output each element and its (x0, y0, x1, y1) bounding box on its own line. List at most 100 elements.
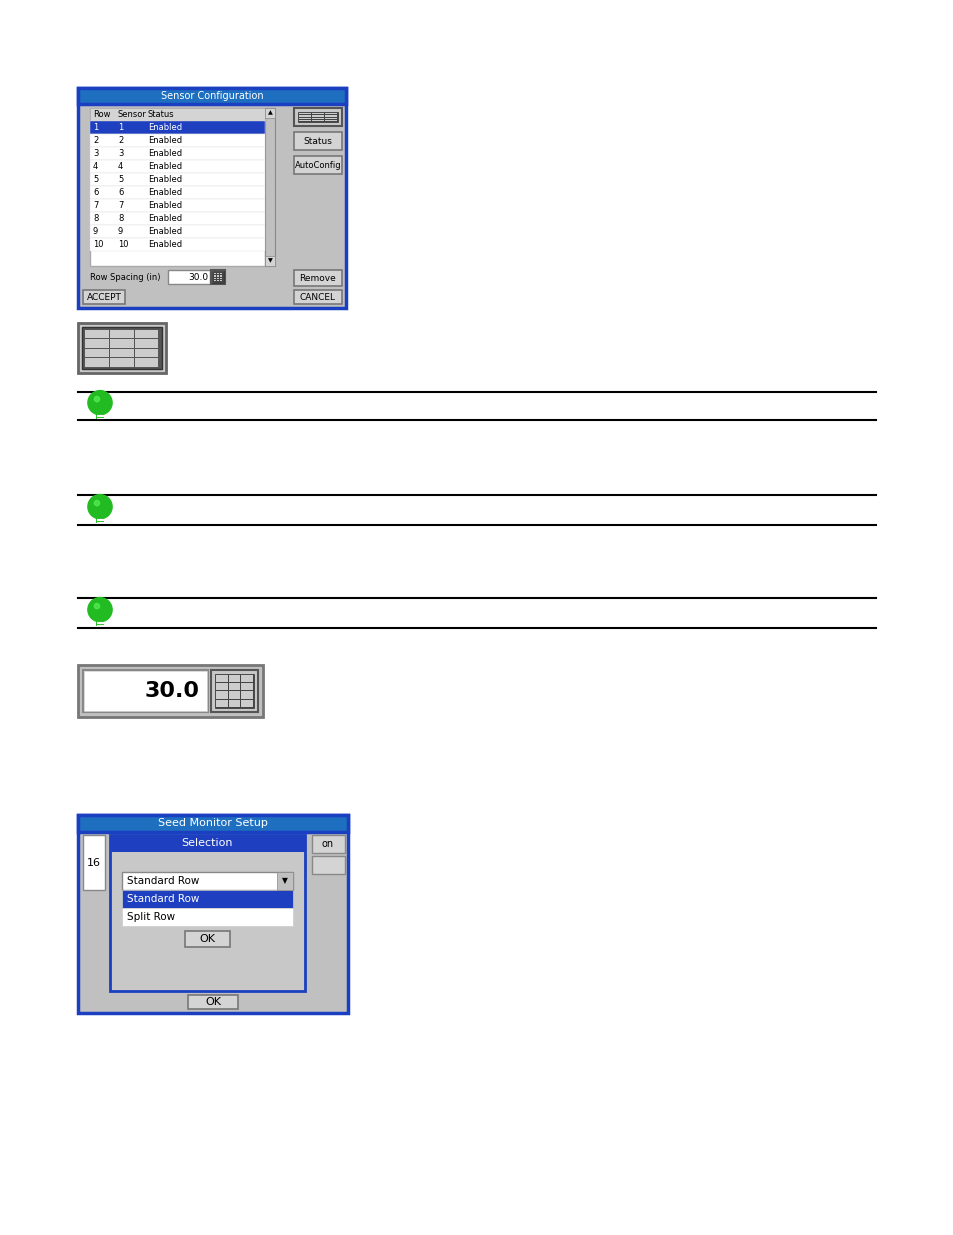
Text: 1: 1 (92, 124, 98, 132)
Bar (95, 621, 104, 624)
Text: OK: OK (199, 934, 215, 944)
Bar (90, 121, 265, 135)
Text: Seed Monitor Setup: Seed Monitor Setup (158, 819, 268, 829)
Bar (312, 856, 345, 874)
Bar (90, 147, 265, 161)
Text: 7: 7 (118, 201, 123, 210)
Text: Enabled: Enabled (148, 149, 182, 158)
Text: 5: 5 (118, 175, 123, 184)
Bar (134, 358, 158, 367)
Bar (95, 519, 104, 520)
Circle shape (94, 396, 99, 401)
Text: ▲: ▲ (268, 110, 273, 116)
Bar (213, 273, 215, 274)
Text: AutoConfig: AutoConfig (294, 161, 341, 169)
Text: Enabled: Enabled (148, 188, 182, 198)
Bar (83, 671, 208, 713)
Bar (86, 358, 109, 367)
Bar (312, 835, 345, 853)
Bar (168, 270, 210, 284)
Text: 9: 9 (92, 227, 98, 236)
Bar (185, 931, 230, 947)
Bar (220, 278, 222, 279)
Bar (86, 338, 109, 347)
Bar (213, 278, 215, 279)
Circle shape (94, 604, 99, 609)
Text: 9: 9 (118, 227, 123, 236)
Text: 4: 4 (92, 162, 98, 170)
Text: Enabled: Enabled (148, 124, 182, 132)
Text: 1: 1 (118, 124, 123, 132)
Text: 10: 10 (118, 240, 129, 249)
Bar (211, 270, 225, 284)
Bar (216, 275, 219, 277)
Bar (229, 699, 240, 706)
Bar (110, 835, 305, 990)
Bar (241, 699, 253, 706)
Text: Split Row: Split Row (127, 911, 175, 923)
Text: ACCEPT: ACCEPT (87, 293, 121, 301)
Bar (90, 199, 265, 212)
Bar (216, 280, 219, 282)
Text: 2: 2 (118, 136, 123, 144)
Bar (95, 625, 104, 626)
Bar (216, 683, 228, 690)
Bar (78, 815, 348, 832)
Text: 30.0: 30.0 (188, 273, 208, 282)
Bar (229, 683, 240, 690)
Bar (265, 107, 274, 266)
Bar (95, 520, 104, 521)
Text: 10: 10 (92, 240, 103, 249)
Bar (110, 338, 133, 347)
Bar (90, 173, 265, 186)
Text: Enabled: Enabled (148, 214, 182, 224)
Bar (95, 416, 104, 417)
Text: 16: 16 (87, 858, 101, 868)
Text: 30.0: 30.0 (145, 680, 200, 701)
Bar (84, 671, 207, 711)
Bar (134, 338, 158, 347)
Text: ▼: ▼ (268, 258, 273, 263)
Text: OK: OK (205, 997, 221, 1007)
Text: Selection: Selection (182, 839, 233, 848)
Bar (78, 815, 348, 1013)
Bar (212, 272, 224, 283)
Text: 8: 8 (92, 214, 98, 224)
Bar (90, 107, 265, 266)
Bar (90, 161, 265, 173)
Bar (297, 112, 337, 122)
Bar (211, 671, 257, 713)
Text: ▼: ▼ (282, 877, 288, 885)
Text: 3: 3 (92, 149, 98, 158)
Circle shape (88, 598, 112, 621)
Bar (95, 521, 104, 522)
Bar (110, 835, 305, 852)
Bar (83, 290, 125, 304)
Bar (90, 186, 265, 199)
Bar (95, 415, 104, 416)
Bar (188, 995, 237, 1009)
Bar (229, 692, 240, 699)
Bar (90, 212, 265, 225)
Bar (241, 692, 253, 699)
Circle shape (94, 500, 99, 505)
Bar (110, 348, 133, 357)
Bar (216, 273, 219, 274)
Text: 4: 4 (118, 162, 123, 170)
Text: Sensor: Sensor (118, 110, 147, 119)
Text: Standard Row: Standard Row (127, 876, 199, 885)
Bar (220, 280, 222, 282)
Text: 2: 2 (92, 136, 98, 144)
Bar (216, 676, 228, 683)
Bar (90, 225, 265, 238)
Bar (78, 324, 166, 373)
Circle shape (88, 390, 112, 415)
Bar (214, 674, 253, 708)
Bar (294, 270, 341, 287)
Text: Enabled: Enabled (148, 201, 182, 210)
Text: Enabled: Enabled (148, 240, 182, 249)
Bar (82, 327, 162, 369)
Bar (294, 107, 341, 126)
Bar (90, 135, 265, 147)
Circle shape (88, 494, 112, 519)
